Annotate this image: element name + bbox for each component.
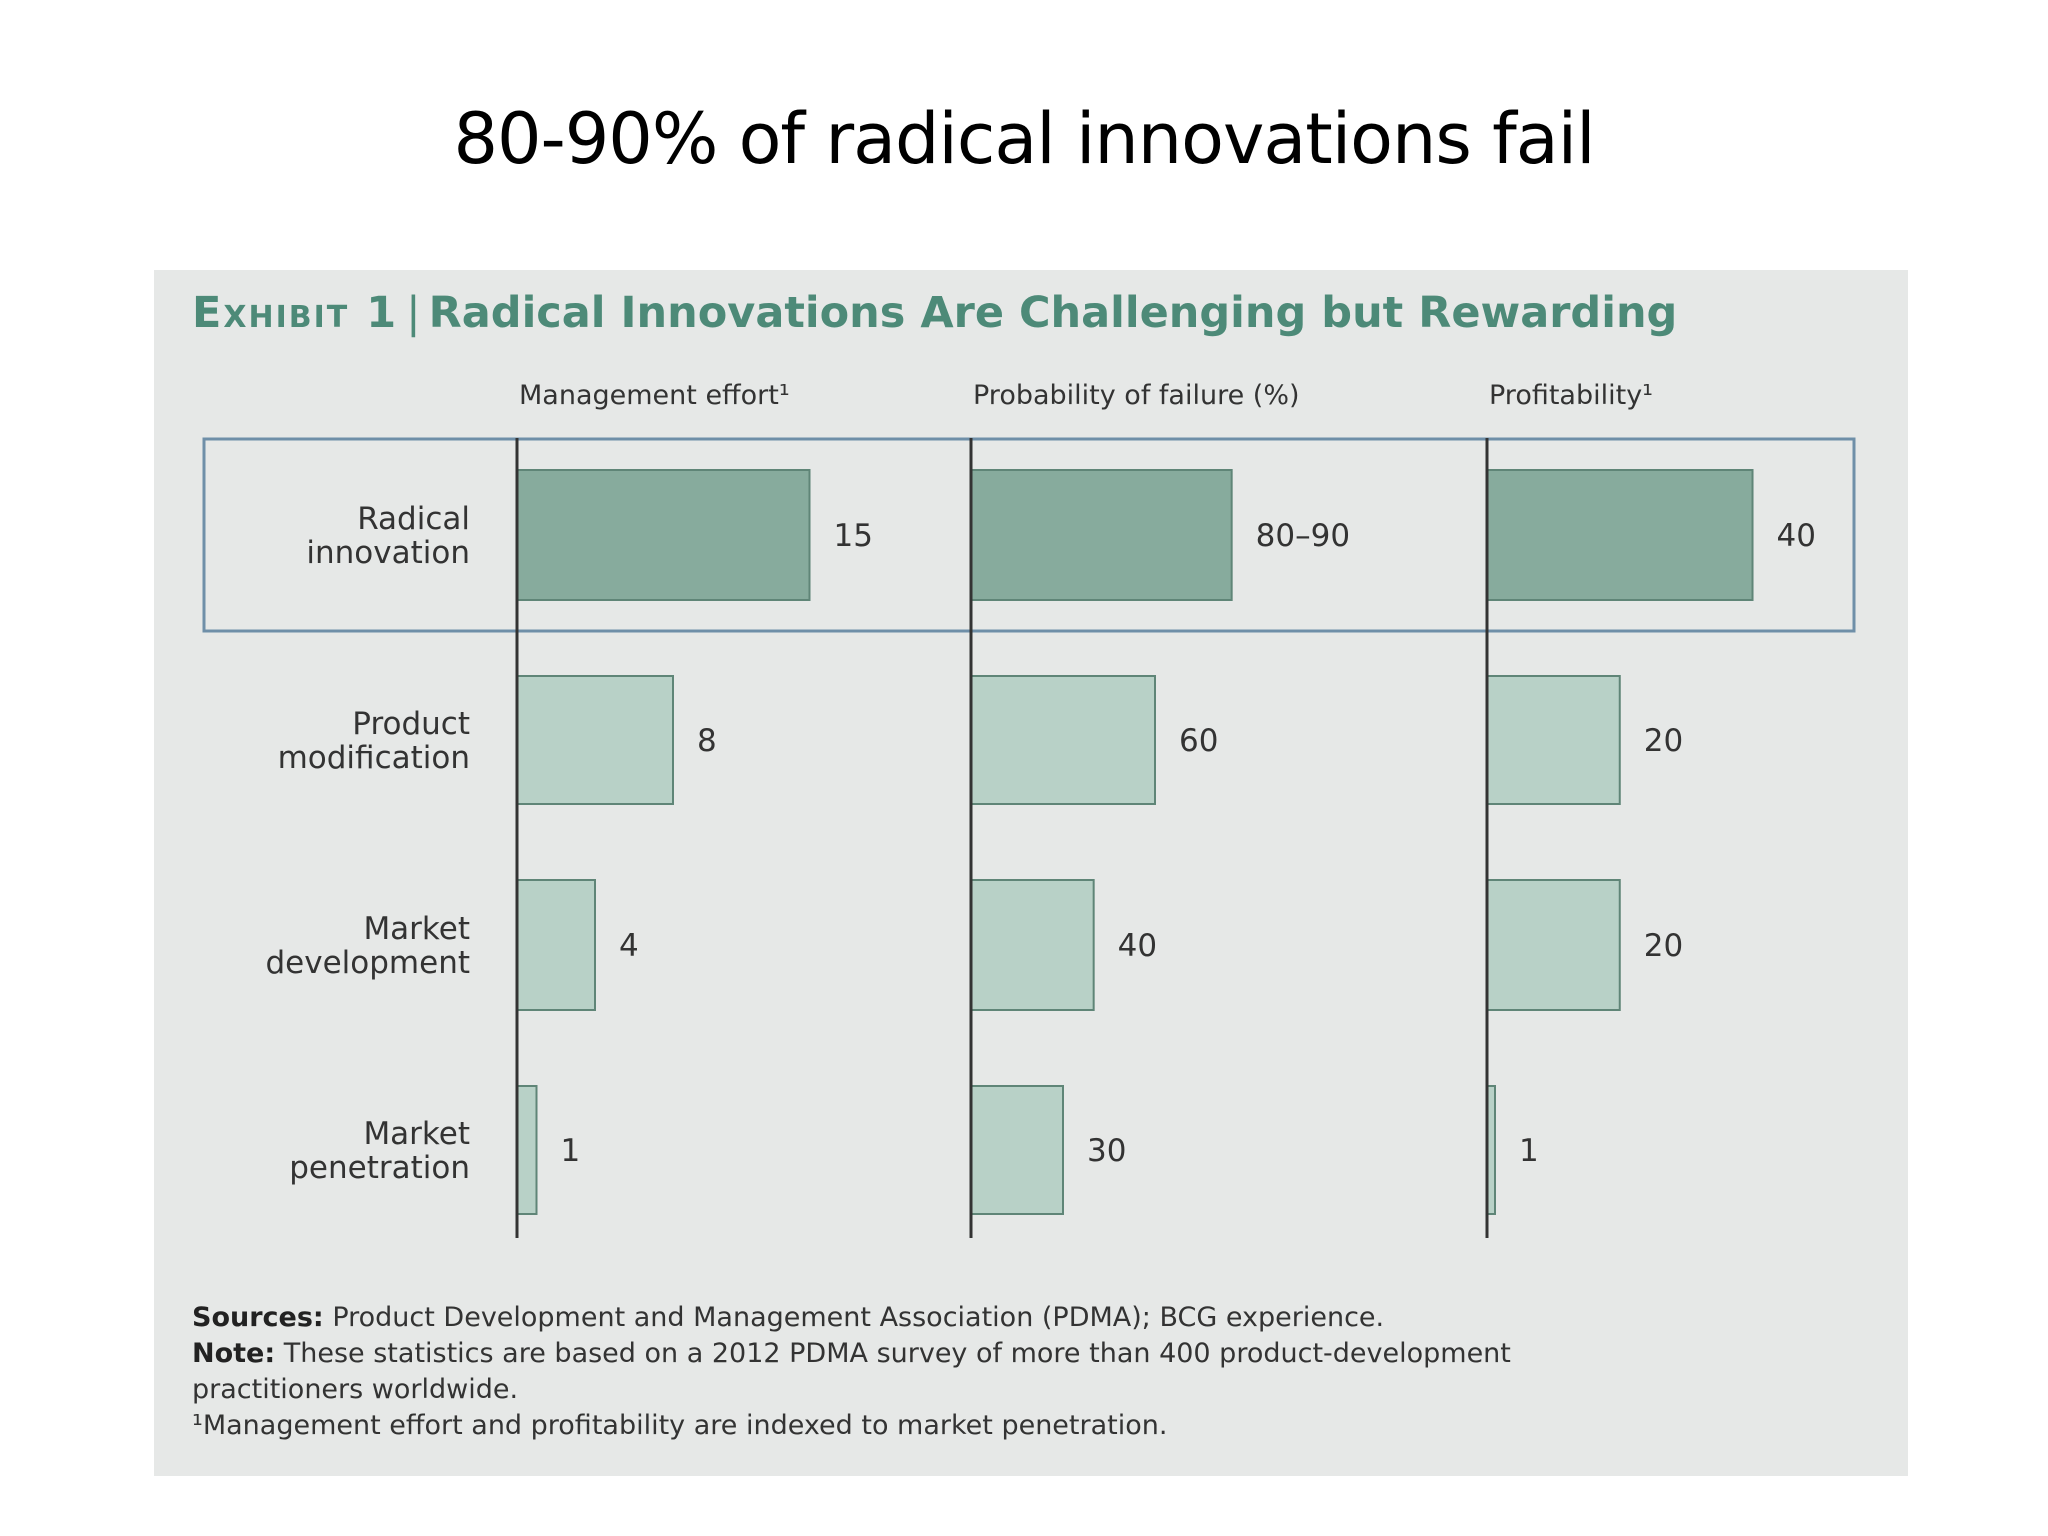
bar-value-label: 20	[1644, 723, 1683, 759]
bar	[1486, 879, 1621, 1011]
bar	[516, 675, 674, 805]
bar	[970, 879, 1095, 1011]
exhibit-number: Exhibit 1	[192, 288, 399, 338]
bar-value-label: 1	[1519, 1133, 1539, 1169]
bar	[1486, 469, 1754, 601]
bar-value-label: 20	[1644, 928, 1683, 964]
bar-value-label: 15	[834, 518, 873, 554]
exhibit-title: Exhibit 1 | Radical Innovations Are Challe…	[192, 288, 1677, 338]
sources-text: Product Development and Management Assoc…	[332, 1302, 1385, 1333]
category-label-line: Market	[363, 911, 470, 947]
bar	[970, 469, 1233, 601]
note-text-continued: practitioners worldwide.	[192, 1374, 519, 1405]
bar-chart: Radical innovation Product modification Mark…	[202, 380, 1856, 1238]
bar-value-label: 1	[561, 1133, 581, 1169]
bar-value-label: 40	[1777, 518, 1816, 554]
category-label-line: Product	[352, 706, 470, 742]
sources-label: Sources:	[192, 1302, 324, 1333]
bar-value-label: 4	[619, 928, 639, 964]
bar	[516, 469, 811, 601]
exhibit-separator: |	[406, 288, 421, 338]
category-label-line: penetration	[289, 1150, 470, 1186]
category-label: Radical innovation	[306, 501, 470, 571]
highlight-frame	[202, 437, 1856, 633]
bar-value-label: 30	[1087, 1133, 1126, 1169]
bar-value-label: 8	[697, 723, 717, 759]
bar-value-label: 60	[1179, 723, 1218, 759]
footnote: ¹Management effort and profitability are…	[192, 1410, 1168, 1441]
panel-title: Management effort¹	[519, 380, 790, 411]
panel-title: Profitability¹	[1489, 380, 1653, 411]
category-label: Product modification	[278, 706, 470, 776]
bar	[516, 1085, 538, 1215]
category-label-line: Market	[363, 1116, 470, 1152]
category-label: Market development	[266, 911, 471, 981]
bar-value-label: 80–90	[1256, 518, 1350, 554]
category-label-line: Radical	[357, 501, 470, 537]
bar	[1486, 675, 1621, 805]
category-label-line: development	[266, 945, 471, 981]
category-label-line: modification	[278, 740, 470, 776]
panel-title: Probability of failure (%)	[973, 380, 1300, 411]
bar-value-label: 40	[1118, 928, 1157, 964]
bar	[970, 675, 1156, 805]
bar	[516, 879, 596, 1011]
bar	[970, 1085, 1064, 1215]
slide-title: 80-90% of radical innovations fail	[453, 98, 1595, 180]
exhibit-title-text: Radical Innovations Are Challenging but …	[428, 288, 1678, 338]
exhibit-notes: Sources: Product Development and Managem…	[192, 1300, 1792, 1444]
note-label: Note:	[192, 1338, 276, 1369]
note-text: These statistics are based on a 2012 PDM…	[283, 1338, 1511, 1369]
category-label: Market penetration	[289, 1116, 470, 1186]
category-label-line: innovation	[306, 535, 470, 571]
exhibit-panel: Radical innovation Product modification Mark…	[154, 270, 1908, 1476]
